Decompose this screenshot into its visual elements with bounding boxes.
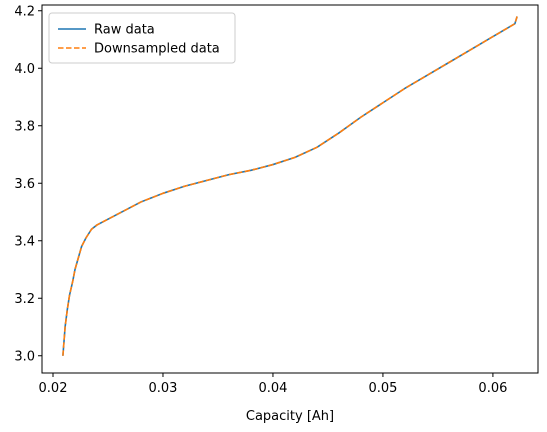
y-tick-label: 4.0 (14, 62, 35, 77)
legend-label-downsampled-data: Downsampled data (94, 42, 220, 57)
x-tick-label: 0.02 (39, 381, 68, 396)
y-tick-label: 3.0 (14, 349, 35, 364)
x-axis: 0.02 0.03 0.04 0.05 0.06 (39, 373, 507, 396)
y-tick-label: 3.8 (14, 119, 35, 134)
x-tick-label: 0.04 (258, 381, 287, 396)
series-line-downsampled-data (62, 16, 518, 356)
legend-label-raw-data: Raw data (94, 23, 155, 38)
y-tick-label: 3.4 (14, 234, 35, 249)
y-tick-label: 3.2 (14, 292, 35, 307)
legend: Raw data Downsampled data (48, 12, 236, 64)
plot-area (41, 4, 539, 374)
axes-frame (41, 4, 539, 374)
y-tick-label: 3.6 (14, 177, 35, 192)
x-tick-label: 0.06 (478, 381, 507, 396)
legend-box (48, 12, 236, 64)
y-tick-label: 4.2 (14, 4, 35, 19)
y-axis: 3.0 3.2 3.4 3.6 3.8 4.0 4.2 (14, 4, 42, 364)
x-tick-label: 0.03 (148, 381, 177, 396)
x-tick-label: 0.05 (368, 381, 397, 396)
series-layer (62, 16, 518, 356)
x-axis-label: Capacity [Ah] (246, 409, 334, 424)
